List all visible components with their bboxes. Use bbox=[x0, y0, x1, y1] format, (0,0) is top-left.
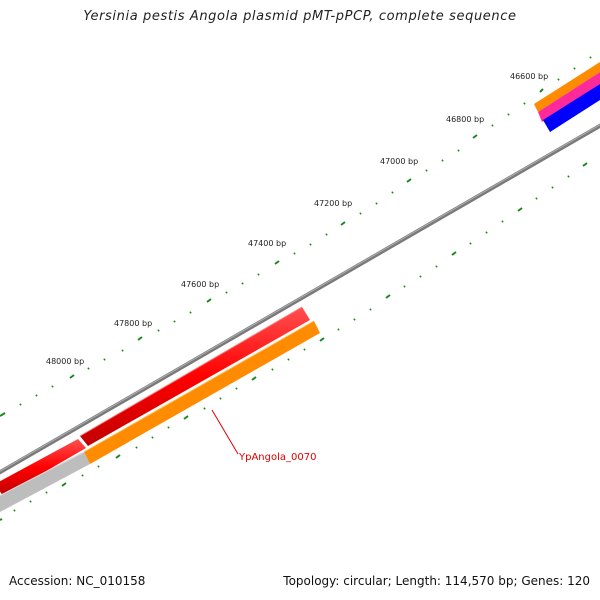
tick-label-47800: 47800 bp bbox=[114, 319, 152, 328]
tick-label-47000: 47000 bp bbox=[380, 157, 418, 166]
gene-blue-top[interactable] bbox=[543, 84, 600, 132]
summary-text: Topology: circular; Length: 114,570 bp; … bbox=[283, 574, 590, 588]
backbone-arc bbox=[0, 123, 600, 475]
tick-label-46800: 46800 bp bbox=[446, 115, 484, 124]
gene-gray-reverse[interactable] bbox=[0, 451, 90, 512]
tick-labels: 46600 bp 46800 bp 47000 bp 47200 bp 4740… bbox=[46, 72, 548, 366]
gene-orange-top[interactable] bbox=[534, 62, 600, 112]
map-title: Yersinia pestis Angola plasmid pMT-pPCP,… bbox=[83, 9, 517, 24]
gene-label-leader bbox=[211, 409, 239, 455]
tick-label-47200: 47200 bp bbox=[314, 199, 352, 208]
tick-label-47600: 47600 bp bbox=[181, 280, 219, 289]
gene-red-forward[interactable] bbox=[0, 306, 310, 496]
backbone-highlight bbox=[0, 124, 600, 472]
tick-label-47400: 47400 bp bbox=[248, 239, 286, 248]
gene-magenta-top[interactable] bbox=[538, 72, 600, 122]
gene-label-ypangola-0070[interactable]: YpAngola_0070 bbox=[238, 452, 316, 463]
accession-text: Accession: NC_010158 bbox=[9, 574, 146, 588]
tick-label-48000: 48000 bp bbox=[46, 357, 84, 366]
inner-tick-marks bbox=[0, 162, 588, 521]
outer-tick-marks bbox=[0, 56, 592, 417]
gene-orange-reverse[interactable] bbox=[83, 320, 320, 464]
tick-label-46600: 46600 bp bbox=[510, 72, 548, 81]
